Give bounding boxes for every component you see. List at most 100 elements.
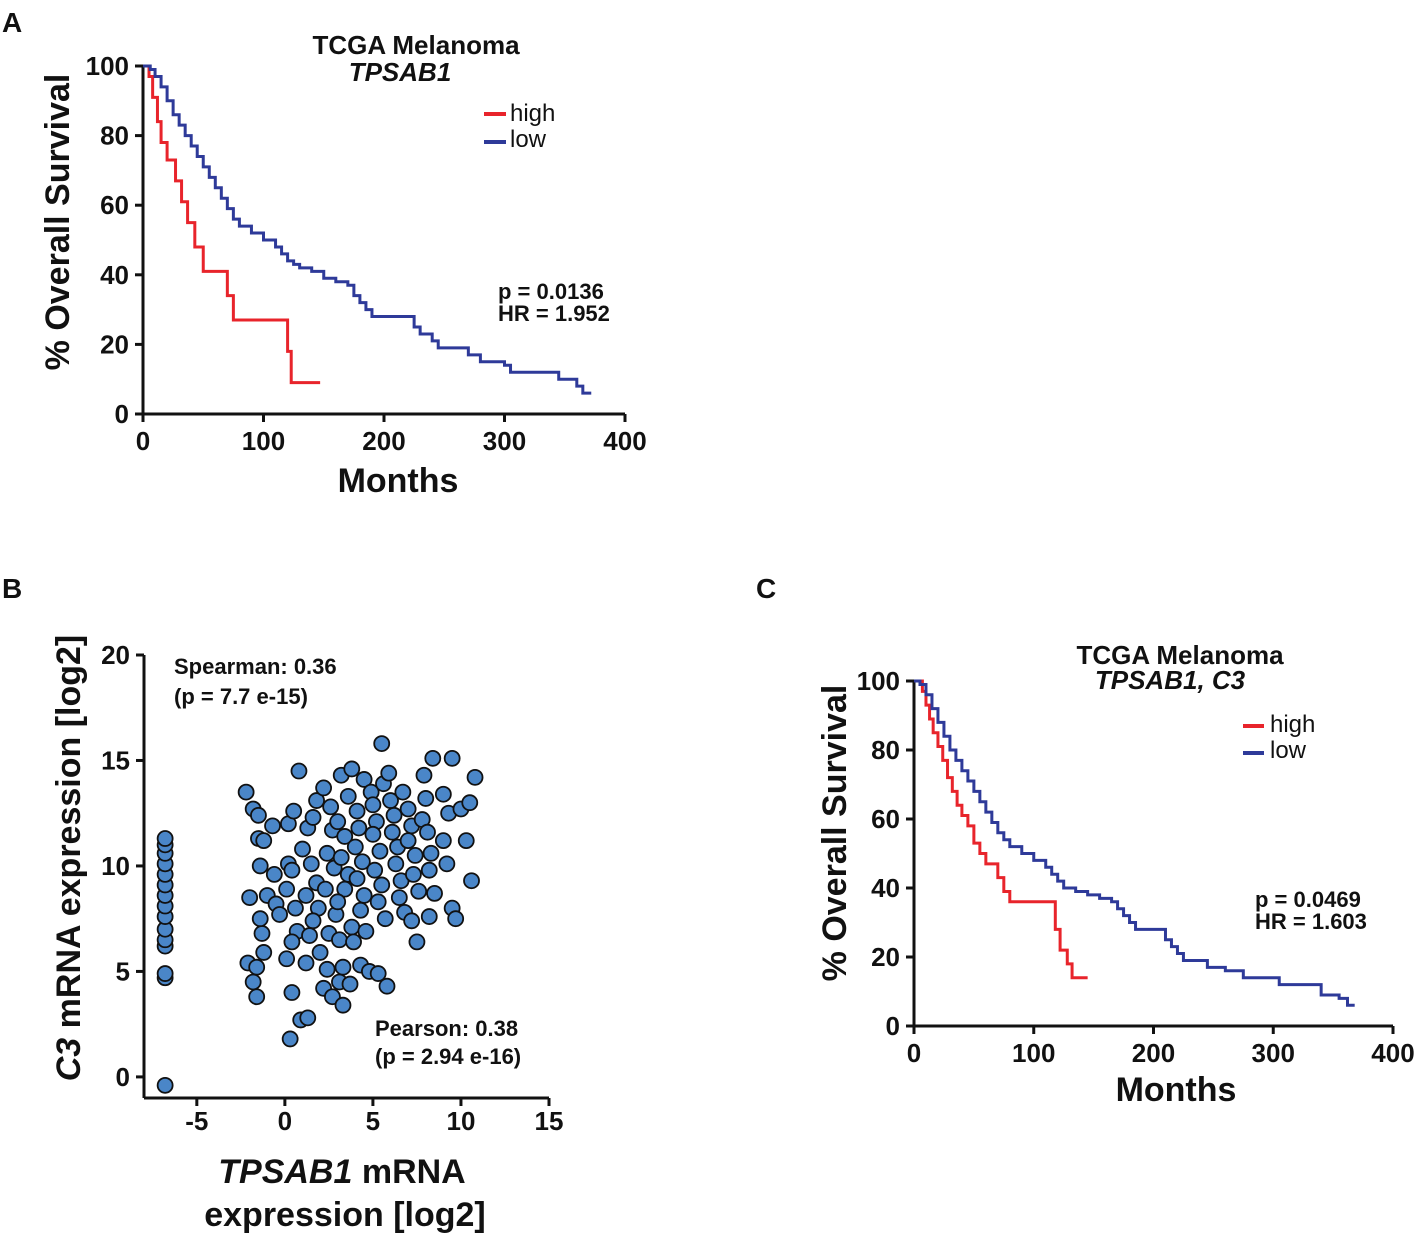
chart-a-subtitle: TPSAB1 (349, 57, 452, 87)
scatter-point (265, 865, 283, 883)
scatter-point (348, 802, 366, 820)
points-b (156, 735, 484, 1094)
chart-c-title: TCGA Melanoma (1076, 640, 1284, 670)
y-tick-label-c: 20 (871, 942, 900, 972)
chart-c-subtitle: TPSAB1, C3 (1095, 665, 1246, 695)
spearman-pvalue: (p = 7.7 e-15) (174, 684, 308, 709)
chart-a-pvalue: p = 0.0136 (498, 279, 604, 304)
survival-line-low-c (914, 679, 1355, 1007)
legend-c-low-label: low (1270, 737, 1307, 764)
scatter-point (304, 912, 322, 930)
scatter-point (426, 884, 443, 902)
scatter-point (383, 823, 401, 841)
scatter-point (343, 760, 361, 778)
scatter-chart-b: -5 0 5 10 15 0 5 10 15 20 Spearman: 0.36 (p = 7.7… (50, 635, 563, 1234)
scatter-point (390, 889, 408, 906)
scatter-point (419, 823, 436, 841)
scatter-point (345, 933, 362, 951)
scatter-point (241, 889, 259, 906)
x-tick-label-c: 400 (1371, 1038, 1414, 1068)
scatter-point (443, 749, 461, 767)
scatter-point (251, 857, 269, 875)
axes-c: 0 100 200 300 400 0 20 40 60 80 100 (857, 666, 1415, 1068)
scatter-point (302, 855, 320, 873)
scatter-point (339, 787, 357, 805)
scatter-point (334, 996, 352, 1014)
y-tick-label-a: 40 (100, 260, 129, 290)
y-tick-label-a: 60 (100, 190, 129, 220)
chart-a-hr: HR = 1.952 (498, 301, 610, 326)
chart-b-xlabel-line2: expression [log2] (204, 1196, 486, 1234)
scatter-point (410, 882, 428, 900)
scatter-point (353, 853, 371, 871)
scatter-point (248, 958, 266, 976)
x-tick-label-b: 10 (446, 1106, 475, 1136)
scatter-point (278, 950, 296, 968)
scatter-point (285, 802, 303, 820)
x-tick-label-c: 0 (907, 1038, 921, 1068)
series-c (914, 679, 1355, 1007)
y-tick-label-c: 60 (871, 804, 900, 834)
scatter-point (364, 796, 382, 814)
scatter-point (278, 880, 296, 898)
scatter-point (318, 844, 336, 862)
scatter-point (403, 912, 421, 930)
scatter-point (332, 849, 350, 866)
y-tick-label-b: 20 (101, 640, 130, 670)
scatter-point (255, 832, 273, 850)
chart-b-xlabel-gene: TPSAB1 (218, 1153, 352, 1191)
chart-b-xlabel-rest: mRNA (352, 1153, 465, 1191)
scatter-point (385, 806, 403, 824)
scatter-point (420, 861, 438, 879)
scatter-point (336, 828, 354, 845)
scatter-point (316, 880, 334, 898)
y-tick-label-c: 80 (871, 735, 900, 765)
legend-a-low-label: low (510, 126, 547, 153)
scatter-point (461, 794, 479, 812)
chart-c-pvalue: p = 0.0469 (1255, 887, 1361, 912)
y-tick-label-c: 0 (886, 1011, 900, 1041)
scatter-point (329, 813, 347, 831)
chart-b-xlabel-line1: TPSAB1 mRNA (218, 1153, 465, 1191)
panel-letter-a: A (2, 7, 22, 38)
chart-b-ylabel-gene: C3 (50, 1038, 88, 1082)
scatter-point (283, 861, 301, 879)
scatter-point (331, 931, 348, 949)
scatter-point (380, 764, 398, 782)
chart-b-ylabel: C3 mRNA expression [log2] (50, 635, 88, 1082)
scatter-point (399, 832, 417, 850)
scatter-point (156, 965, 174, 982)
scatter-point (415, 766, 433, 784)
legend-c-high-label: high (1270, 711, 1315, 738)
scatter-point (255, 944, 273, 961)
scatter-point (156, 830, 174, 847)
x-tick-label-a: 100 (242, 426, 285, 456)
scatter-point (434, 785, 452, 803)
scatter-point (366, 861, 384, 879)
scatter-point (271, 906, 288, 923)
x-tick-label-a: 300 (483, 426, 526, 456)
scatter-point (253, 925, 271, 942)
scatter-point (304, 809, 322, 826)
y-tick-label-c: 100 (857, 666, 900, 696)
scatter-point (311, 944, 329, 961)
y-tick-label-a: 80 (100, 121, 129, 151)
y-tick-label-b: 15 (101, 745, 130, 775)
scatter-point (341, 975, 359, 993)
scatter-point (369, 893, 387, 911)
scatter-point (352, 901, 369, 919)
y-tick-label-c: 40 (871, 873, 900, 903)
chart-c-ylabel: % Overall Survival (816, 685, 854, 982)
scatter-point (466, 768, 484, 786)
x-tick-label-a: 400 (603, 426, 646, 456)
scatter-point (299, 1009, 317, 1027)
scatter-point (394, 783, 412, 801)
scatter-point (343, 918, 361, 936)
scatter-point (422, 844, 440, 862)
pearson-pvalue: (p = 2.94 e-16) (375, 1044, 521, 1069)
axes-b: -5 0 5 10 15 0 5 10 15 20 (101, 640, 563, 1136)
scatter-point (329, 893, 347, 911)
scatter-point (237, 783, 255, 801)
